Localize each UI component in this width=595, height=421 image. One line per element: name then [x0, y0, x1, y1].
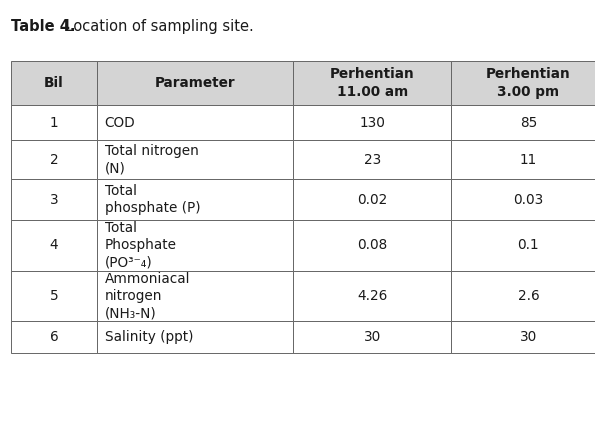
Bar [97, 220, 293, 271]
Text: Parameter: Parameter [155, 76, 236, 90]
Text: 6: 6 [49, 330, 58, 344]
Bar [293, 61, 451, 105]
Text: Total nitrogen
(N): Total nitrogen (N) [105, 144, 199, 176]
Bar [451, 179, 595, 220]
Text: 2.6: 2.6 [518, 289, 539, 303]
Bar [97, 271, 293, 321]
Text: 30: 30 [520, 330, 537, 344]
Bar [11, 61, 97, 105]
Bar [451, 271, 595, 321]
Bar [97, 105, 293, 140]
Text: COD: COD [105, 116, 135, 130]
Bar [97, 321, 293, 353]
Text: 0.02: 0.02 [357, 193, 387, 207]
Bar [293, 105, 451, 140]
Bar [97, 61, 293, 105]
Text: 23: 23 [364, 153, 381, 167]
Text: 3: 3 [49, 193, 58, 207]
Text: Total
Phosphate
(PO³⁻₄): Total Phosphate (PO³⁻₄) [105, 221, 177, 270]
Text: Bil: Bil [44, 76, 64, 90]
Text: 5: 5 [49, 289, 58, 303]
Text: 4.26: 4.26 [357, 289, 387, 303]
Text: 11: 11 [520, 153, 537, 167]
Bar [11, 220, 97, 271]
Bar [97, 140, 293, 179]
Text: Ammoniacal
nitrogen
(NH₃-N): Ammoniacal nitrogen (NH₃-N) [105, 272, 190, 320]
Bar [293, 321, 451, 353]
Bar [11, 321, 97, 353]
Bar [451, 61, 595, 105]
Text: 0.08: 0.08 [357, 238, 387, 253]
Text: Location of sampling site.: Location of sampling site. [61, 19, 254, 34]
Bar [293, 220, 451, 271]
Bar [11, 140, 97, 179]
Bar [451, 220, 595, 271]
Text: Total
phosphate (P): Total phosphate (P) [105, 184, 201, 216]
Bar [11, 105, 97, 140]
Bar [293, 179, 451, 220]
Bar [293, 140, 451, 179]
Bar [451, 105, 595, 140]
Text: 130: 130 [359, 116, 385, 130]
Bar [11, 271, 97, 321]
Text: Salinity (ppt): Salinity (ppt) [105, 330, 193, 344]
Text: 0.1: 0.1 [518, 238, 539, 253]
Bar [451, 321, 595, 353]
Text: Table 4.: Table 4. [11, 19, 75, 34]
Text: 4: 4 [49, 238, 58, 253]
Bar [451, 140, 595, 179]
Bar [293, 271, 451, 321]
Bar [11, 179, 97, 220]
Text: Perhentian
11.00 am: Perhentian 11.00 am [330, 67, 415, 99]
Bar [97, 179, 293, 220]
Text: Perhentian
3.00 pm: Perhentian 3.00 pm [486, 67, 571, 99]
Text: 1: 1 [49, 116, 58, 130]
Text: 30: 30 [364, 330, 381, 344]
Text: 85: 85 [519, 116, 537, 130]
Text: 0.03: 0.03 [513, 193, 543, 207]
Text: 2: 2 [49, 153, 58, 167]
